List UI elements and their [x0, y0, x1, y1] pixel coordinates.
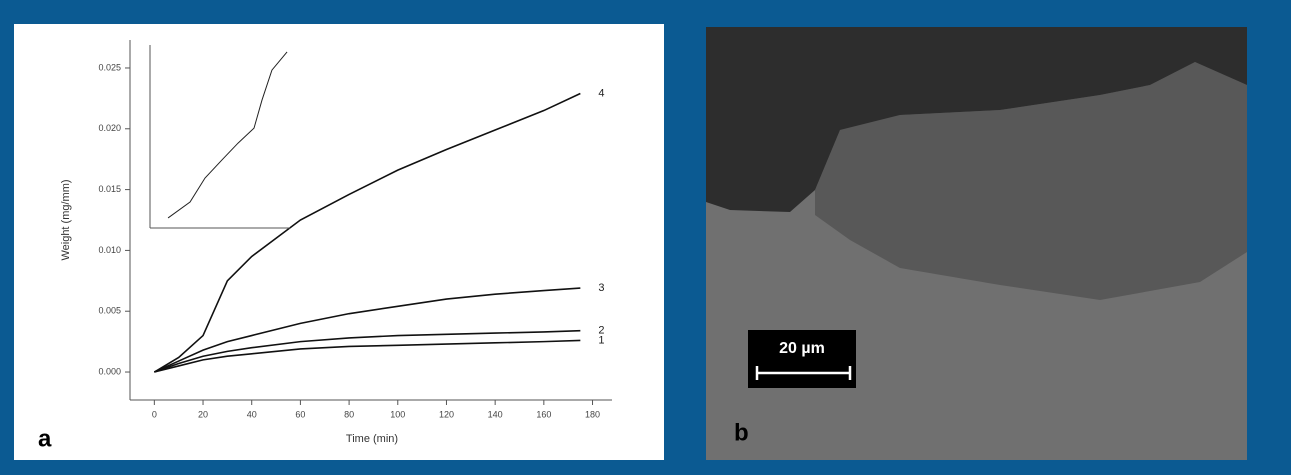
- x-tick-label: 140: [488, 409, 503, 419]
- x-tick-label: 100: [390, 409, 405, 419]
- series-line: [154, 287, 581, 373]
- series-line: [154, 329, 581, 373]
- panel-label: a: [38, 425, 52, 452]
- x-tick-label: 0: [152, 409, 157, 419]
- micrograph: 20 µm b: [706, 27, 1247, 460]
- y-tick-label: 0.000: [98, 366, 121, 376]
- y-axis-label: Weight (mg/mm): [60, 179, 72, 260]
- series-label: 3: [598, 282, 604, 294]
- x-axis-label: Time (min): [346, 433, 398, 445]
- oxide: [815, 62, 1247, 300]
- x-tick-label: 180: [585, 409, 600, 419]
- series-line: [154, 339, 581, 373]
- y-tick-label: 0.020: [98, 123, 121, 133]
- y-tick-label: 0.010: [98, 245, 121, 255]
- series-label: 1: [598, 334, 604, 346]
- x-tick-label: 120: [439, 409, 454, 419]
- x-tick-label: 40: [247, 409, 257, 419]
- x-tick-label: 20: [198, 409, 208, 419]
- series-line: [167, 51, 288, 219]
- mount: [706, 27, 1247, 212]
- y-tick-label: 0.005: [98, 306, 121, 316]
- panel-a: [14, 24, 664, 460]
- scale-line: [755, 366, 852, 380]
- scale-label: 20 µm: [779, 340, 825, 357]
- scale-box: [748, 330, 856, 388]
- x-tick-label: 80: [344, 409, 354, 419]
- series-label: 4: [598, 87, 604, 99]
- y-tick-label: 0.015: [98, 184, 121, 194]
- series-line: [153, 92, 581, 373]
- panel-label: b: [734, 419, 749, 446]
- x-tick-label: 60: [295, 409, 305, 419]
- x-tick-label: 160: [536, 409, 551, 419]
- series-label: 2: [598, 325, 604, 337]
- y-tick-label: 0.025: [98, 62, 121, 72]
